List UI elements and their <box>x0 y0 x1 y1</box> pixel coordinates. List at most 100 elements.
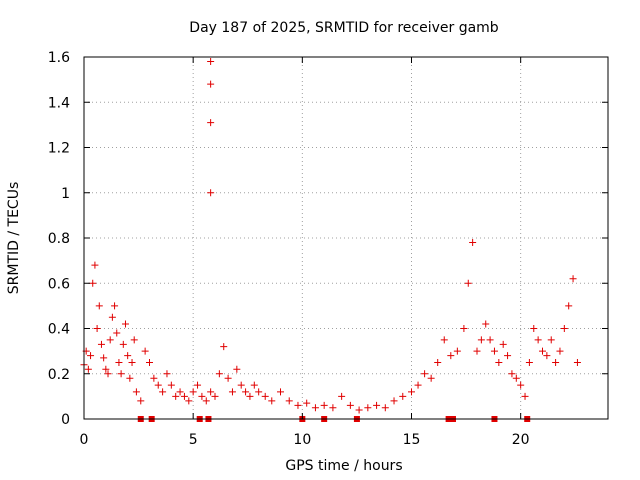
data-point <box>228 388 236 396</box>
data-point <box>126 374 134 382</box>
data-point <box>154 381 162 389</box>
data-point <box>539 347 546 355</box>
data-point <box>530 325 538 332</box>
data-point <box>215 370 223 378</box>
x-tick-label: 15 <box>403 432 421 448</box>
data-point <box>573 358 581 366</box>
data-point <box>117 370 125 378</box>
y-tick-label: 0 <box>61 412 70 428</box>
data-point <box>534 336 542 344</box>
y-tick-label: 0.4 <box>48 322 70 338</box>
data-point <box>207 388 215 396</box>
data-point <box>167 381 175 389</box>
data-point <box>408 388 415 396</box>
data-point <box>108 313 116 321</box>
data-point <box>113 329 121 337</box>
data-point <box>447 352 455 360</box>
data-point <box>355 406 363 414</box>
data-point <box>141 347 149 355</box>
data-point <box>421 370 429 378</box>
data-point <box>163 370 171 378</box>
y-tick-label: 0.2 <box>48 367 70 383</box>
data-point <box>246 392 254 400</box>
data-point <box>543 352 551 360</box>
data-point <box>176 388 184 396</box>
y-axis-label: SRMTID / TECUs <box>6 182 22 295</box>
data-points <box>80 58 581 422</box>
data-point <box>499 340 507 348</box>
data-point <box>373 401 381 409</box>
data-point <box>207 80 215 88</box>
data-point <box>121 320 129 328</box>
data-point <box>220 343 228 351</box>
data-point <box>521 392 529 400</box>
data-point <box>255 388 263 396</box>
data-point <box>87 352 95 360</box>
data-point <box>233 365 241 373</box>
data-point <box>556 347 564 355</box>
data-point <box>150 374 158 382</box>
data-point <box>261 392 269 400</box>
y-tick-label: 1.4 <box>48 95 70 111</box>
data-point <box>285 397 293 405</box>
x-tick-labels: 0 5 10 15 20 <box>80 432 530 448</box>
data-point <box>440 336 448 344</box>
data-point <box>237 381 245 389</box>
data-point <box>198 392 206 400</box>
data-point <box>565 302 573 310</box>
data-point <box>189 388 197 396</box>
data-point <box>89 279 97 287</box>
data-point <box>194 381 202 389</box>
data-point <box>104 370 112 378</box>
data-point <box>552 358 560 366</box>
data-point <box>250 381 258 389</box>
data-point <box>294 401 302 409</box>
data-point <box>482 320 490 328</box>
data-point <box>95 302 103 310</box>
data-point <box>490 347 498 355</box>
data-point <box>560 325 568 332</box>
x-tick-label: 10 <box>293 432 311 448</box>
data-point <box>525 358 533 366</box>
data-point <box>399 392 407 400</box>
y-tick-label: 0.8 <box>48 231 70 247</box>
data-point <box>338 392 346 400</box>
x-tick-label: 0 <box>80 432 89 448</box>
data-point <box>547 336 555 344</box>
data-point <box>97 340 105 348</box>
data-point <box>311 404 319 412</box>
data-point <box>84 365 92 373</box>
data-point <box>224 374 232 382</box>
data-point <box>100 354 108 362</box>
data-point <box>119 340 127 348</box>
data-point <box>130 336 138 344</box>
data-point <box>303 399 311 407</box>
data-point <box>508 370 516 378</box>
data-point <box>180 392 188 400</box>
data-point <box>453 347 461 355</box>
data-point <box>132 388 140 396</box>
y-tick-label: 0.6 <box>48 276 70 292</box>
data-point <box>93 325 101 332</box>
data-point <box>115 358 123 366</box>
data-point <box>486 336 494 344</box>
data-point <box>207 189 215 197</box>
data-point <box>146 358 153 366</box>
data-point <box>159 388 167 396</box>
data-point <box>106 336 114 344</box>
data-point <box>329 404 337 412</box>
data-point <box>495 358 503 366</box>
data-point <box>512 374 520 382</box>
data-point <box>137 397 145 405</box>
chart-title: Day 187 of 2025, SRMTID for receiver gam… <box>189 20 499 36</box>
data-point <box>473 347 481 355</box>
y-tick-labels: 0 0.2 0.4 0.6 0.8 1 1.2 1.4 1.6 <box>48 50 70 428</box>
gridlines <box>84 57 608 419</box>
data-point <box>277 388 284 396</box>
data-point <box>346 401 354 409</box>
data-point <box>268 397 276 405</box>
data-point <box>504 352 512 360</box>
data-point <box>211 392 219 400</box>
data-point <box>111 302 119 310</box>
